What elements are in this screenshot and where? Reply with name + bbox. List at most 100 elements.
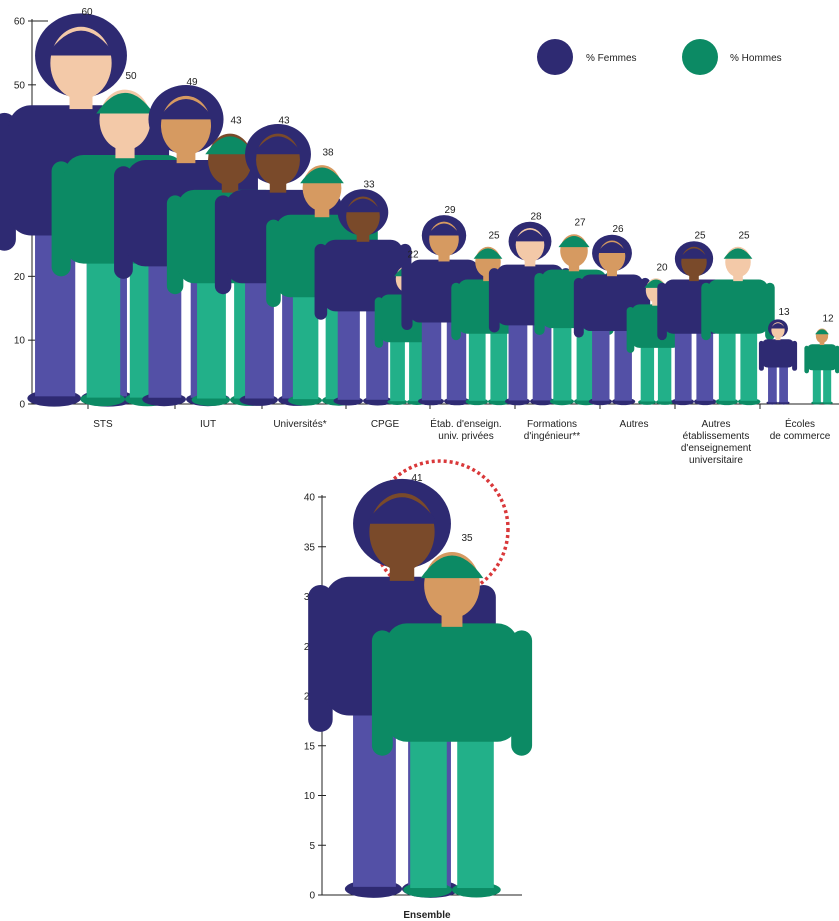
figure-hommes-2-leg-left: [292, 287, 319, 400]
category-label-line: établissements: [683, 431, 750, 442]
category-label-line: CPGE: [371, 419, 400, 430]
y-tick-label: 50: [14, 80, 26, 91]
y-tick-label: 15: [304, 741, 316, 752]
figure-hommes-5-leg-left: [553, 321, 572, 401]
category-label-line: Ensemble: [403, 910, 451, 921]
figure-femmes-8-leg-left: [768, 364, 777, 403]
figure-femmes-2-hair-top: [253, 136, 303, 155]
value-label-femmes: 26: [612, 224, 624, 235]
bottom-chart-figures: [308, 478, 533, 898]
legend-femmes-swatch: [537, 39, 573, 75]
value-label-femmes: 28: [530, 211, 542, 222]
value-label-femmes: 25: [694, 230, 706, 241]
figure-femmes-5-leg-right: [532, 318, 552, 401]
highlight-circle: [370, 459, 510, 599]
y-tick-label: 35: [304, 542, 316, 553]
figure-hommes-3-leg-right: [409, 336, 424, 402]
figure-hommes-5-hair-top: [558, 235, 590, 248]
figure-femmes-4-leg-left: [421, 315, 442, 401]
figure-femmes-8-hair-top: [770, 323, 786, 329]
figure-hommes-7-torso: [707, 279, 769, 334]
legend-femmes-label: % Femmes: [586, 53, 637, 64]
figure-hommes-3-leg-left: [390, 336, 405, 402]
y-tick-label: 40: [304, 493, 316, 504]
figure-femmes-6-leg-left: [592, 324, 610, 401]
figure-hommes-8: [804, 328, 839, 405]
category-label: Autres: [620, 419, 649, 430]
category-label: CPGE: [371, 419, 400, 430]
value-label-femmes: 60: [81, 7, 93, 18]
top-category-labels: STS IUT Universités* CPGE Étab. d'enseign. un…: [93, 417, 830, 466]
value-label-femmes: 33: [363, 179, 375, 190]
figure-hommes-4-leg-right: [490, 327, 508, 401]
top-chart-figures: [0, 13, 839, 407]
figure-hommes-0: [371, 551, 533, 898]
figure-femmes-7-leg-left: [674, 327, 692, 401]
figure-femmes-8-leg-right: [779, 364, 788, 403]
value-label-hommes: 35: [461, 533, 473, 544]
figure-femmes-7-hair-top: [679, 248, 709, 259]
figure-hommes-6-leg-right: [657, 342, 672, 402]
category-label-line: d'ingénieur**: [524, 431, 581, 442]
figure-hommes-6-leg-left: [640, 342, 655, 402]
top-value-labels: 60 50 49 43 43 38 33 22 29 25 28 27 26 20 25 25 13 12: [81, 7, 834, 324]
value-label-hommes: 20: [656, 262, 668, 273]
figure-hommes-7-leg-left: [718, 327, 736, 401]
figure-femmes-5-hair-top: [513, 229, 547, 242]
category-label-line: de commerce: [770, 431, 831, 442]
category-label: STS: [93, 419, 113, 430]
figure-hommes-8-torso: [807, 344, 837, 371]
category-label-line: STS: [93, 419, 113, 430]
category-label-line: Formations: [527, 419, 577, 430]
value-label-hommes: 50: [125, 71, 137, 82]
figure-hommes-1-hair-top: [205, 136, 255, 155]
category-label: Universités*: [273, 419, 326, 430]
y-tick-label: 20: [14, 272, 26, 283]
category-label: IUT: [200, 419, 216, 430]
figure-hommes-0-leg-left: [410, 727, 447, 889]
y-tick-label: 10: [304, 791, 316, 802]
value-label-femmes: 13: [778, 307, 790, 318]
value-label-femmes: 43: [278, 116, 290, 127]
figure-hommes-7-leg-right: [740, 327, 758, 401]
figure-femmes-7-leg-right: [696, 327, 714, 401]
bottom-category-labels: Ensemble: [403, 910, 451, 921]
value-label-hommes: 38: [322, 147, 334, 158]
figure-femmes-0-hair-top: [365, 497, 439, 524]
category-label: Formations d'ingénieur**: [524, 419, 581, 442]
figure-hommes-0-hair-top: [96, 92, 154, 114]
figure-femmes-3-torso: [322, 239, 404, 312]
category-label-line: d'enseignement: [681, 443, 752, 454]
figure-hommes-5-leg-right: [576, 321, 595, 401]
category-label-line: Autres: [702, 419, 731, 430]
value-label-hommes: 22: [407, 250, 419, 261]
figure-femmes-5-leg-left: [508, 318, 528, 401]
figure-femmes-1-hair-top: [157, 99, 215, 120]
category-label-line: Autres: [620, 419, 649, 430]
category-label-line: IUT: [200, 419, 216, 430]
category-label-line: Étab. d'enseign.: [430, 417, 501, 430]
category-label: Étab. d'enseign. univ. privées: [430, 417, 501, 442]
figure-femmes-0-hair-top: [46, 30, 116, 56]
y-tick-label: 0: [309, 891, 315, 902]
category-label: Écoles de commerce: [770, 417, 831, 442]
value-label-hommes: 25: [738, 230, 750, 241]
figure-femmes-3-leg-left: [337, 302, 360, 400]
figure-femmes-3-hair-top: [344, 198, 382, 213]
legend: % Femmes % Hommes: [537, 39, 782, 75]
legend-hommes-label: % Hommes: [730, 53, 782, 64]
value-label-femmes: 29: [444, 205, 456, 216]
bottom-value-labels: 41 35: [411, 473, 473, 544]
category-label-line: Universités*: [273, 419, 326, 430]
y-tick-label: 5: [309, 841, 315, 852]
figure-hommes-2-hair-top: [300, 167, 344, 184]
figure-hommes-8-hair-top: [815, 329, 829, 335]
value-label-hommes: 12: [822, 313, 834, 324]
category-label: Autres établissements d'enseignement univer…: [681, 419, 752, 466]
category-label: Ensemble: [403, 910, 451, 921]
category-label-line: universitaire: [689, 455, 743, 466]
figure-hommes-7: [701, 246, 775, 406]
value-label-hommes: 27: [574, 218, 586, 229]
figure-hommes-4-hair-top: [473, 248, 503, 259]
